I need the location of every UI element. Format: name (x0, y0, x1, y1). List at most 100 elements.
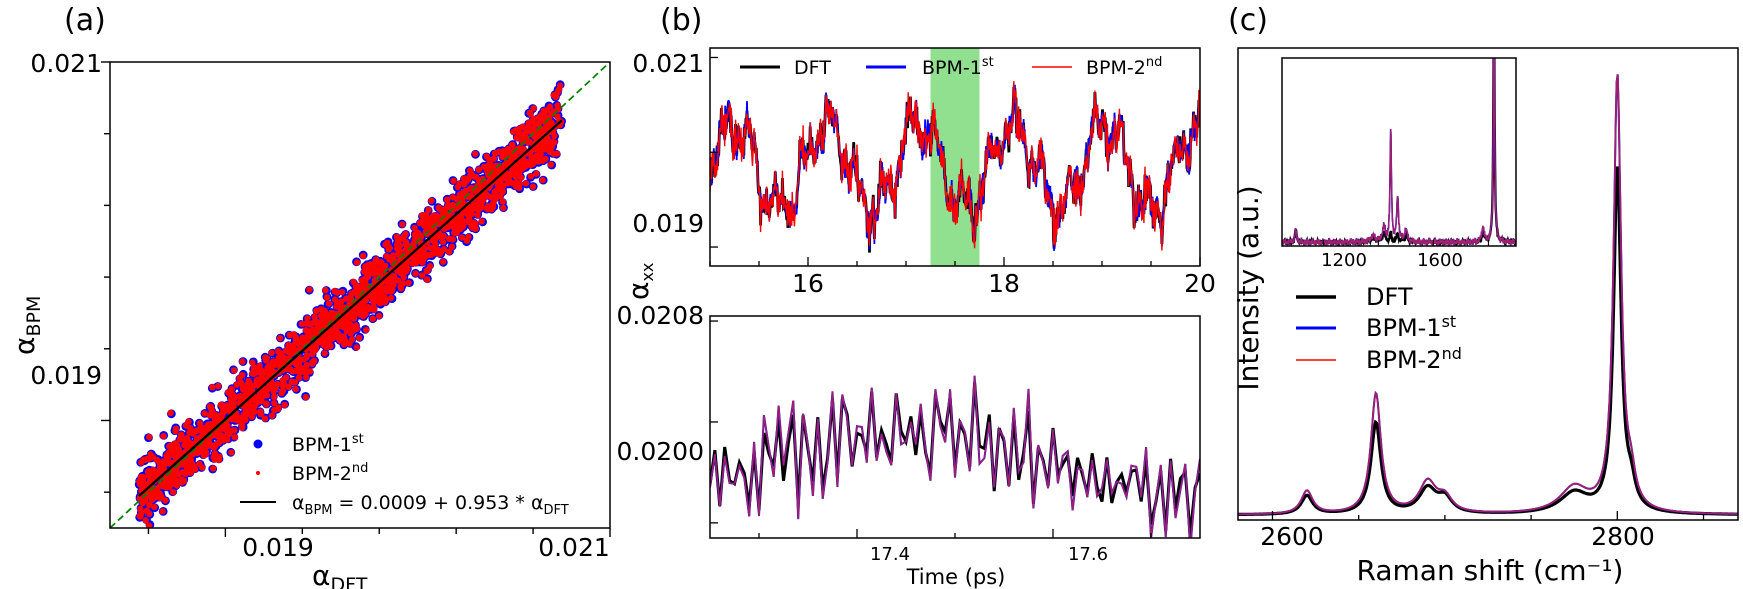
a-point-bpm2-1556 (156, 494, 164, 502)
a-point-bpm2-941 (257, 411, 264, 418)
a-point-bpm2-887 (159, 508, 166, 515)
panel-c-plot-area (1238, 74, 1738, 517)
a-point-bpm2-1378 (367, 261, 374, 268)
a-ytick-label-1: 0.021 (30, 49, 102, 78)
a-point-bpm2-1152 (419, 257, 427, 264)
a-point-bpm2-1425 (244, 381, 251, 388)
c-legend-bpm1: BPM-1st (1366, 312, 1456, 342)
b1-xtick-label-2: 20 (1184, 269, 1216, 298)
b2-ytick-label-1: 0.0208 (617, 301, 704, 330)
a-point-bpm2-1502 (394, 238, 402, 245)
a-point-bpm2-1075 (211, 450, 219, 457)
a-point-bpm2-1480 (239, 358, 246, 365)
a-point-bpm2-1395 (288, 350, 295, 357)
a-point-bpm2-407 (341, 341, 348, 348)
a-point-bpm2-85 (323, 294, 331, 301)
a-point-bpm2-1449 (335, 300, 342, 308)
a-point-bpm2-1575 (292, 385, 299, 393)
a-point-bpm2-1561 (340, 333, 347, 341)
a-legend-bpm1: BPM-1st (292, 432, 364, 456)
a-point-bpm2-1489 (401, 232, 408, 239)
a-point-bpm2-1332 (431, 238, 438, 246)
a-point-bpm2-310 (209, 384, 216, 391)
a-point-bpm2-1537 (504, 178, 512, 185)
a-point-bpm2-1391 (143, 507, 150, 514)
a-point-bpm2-1478 (530, 125, 537, 132)
a-point-bpm2-1143 (230, 397, 237, 404)
b2-xtick-label-1: 17.6 (1068, 544, 1108, 565)
panel-b-bottom-plot-area (710, 375, 1200, 538)
a-point-bpm2-987 (382, 296, 389, 303)
a-point-bpm2-845 (309, 360, 316, 367)
a-legend-marker-bpm2 (256, 471, 260, 475)
a-point-bpm2-1386 (371, 264, 378, 272)
a-point-bpm2-909 (146, 501, 153, 508)
a-point-bpm2-520 (359, 252, 367, 260)
a-point-bpm2-966 (162, 497, 169, 504)
panel-c-label: (c) (1228, 3, 1268, 38)
a-point-bpm2-1419 (137, 505, 144, 513)
a-point-bpm2-936 (427, 263, 434, 270)
a-point-bpm2-1129 (509, 141, 516, 148)
a-point-bpm2-410 (411, 224, 418, 232)
a-point-bpm2-1363 (477, 196, 485, 203)
a-point-bpm2-1467 (360, 302, 367, 309)
a-point-bpm2-313 (405, 279, 412, 286)
a-point-bpm2-1573 (512, 183, 520, 190)
inset-series-bpm2 (1282, 58, 1516, 246)
a-point-bpm2-900 (548, 143, 555, 151)
a-point-bpm2-1222 (160, 433, 167, 440)
a-point-bpm2-1560 (418, 212, 426, 219)
a-point-bpm2-1365 (402, 264, 409, 271)
a-point-bpm2-1470 (250, 370, 257, 378)
a-point-bpm2-1300 (378, 290, 385, 297)
a-point-bpm2-1325 (215, 456, 223, 464)
a-point-bpm2-668 (271, 393, 278, 400)
a-point-bpm2-1373 (275, 348, 282, 355)
a-point-bpm2-1008 (435, 220, 442, 227)
a-point-bpm2-315 (215, 382, 222, 390)
a-point-bpm2-1464 (336, 323, 343, 330)
a-point-bpm2-1032 (233, 381, 240, 388)
a-point-bpm2-1221 (312, 346, 319, 353)
inset-xtick-label-1: 1600 (1417, 250, 1463, 271)
b2-xtick-label-0: 17.4 (870, 544, 910, 565)
a-point-bpm2-1583 (320, 339, 327, 346)
a-point-bpm2-1508 (285, 383, 292, 390)
a-point-bpm2-1065 (302, 327, 310, 334)
a-point-bpm2-1450 (232, 416, 239, 423)
a-point-bpm2-672 (525, 123, 532, 131)
a-point-bpm2-1431 (325, 336, 332, 343)
a-point-bpm2-1314 (488, 194, 495, 201)
a-point-bpm2-970 (177, 432, 185, 439)
a-point-bpm2-1570 (260, 368, 268, 376)
a-point-bpm2-1536 (499, 148, 507, 155)
a-point-bpm2-1167 (304, 315, 311, 322)
a-point-bpm2-1161 (525, 139, 532, 146)
a-point-bpm2-1106 (151, 503, 158, 511)
a-point-bpm2-1103 (224, 429, 232, 437)
a-point-bpm2-1217 (394, 245, 401, 253)
a-point-bpm2-469 (263, 401, 270, 408)
panel-c: (c) 2600 2800 Raman shift (cm⁻¹) Intensi… (1228, 3, 1739, 587)
b1-ytick-label-0: 0.019 (632, 209, 704, 238)
panel-a: (a) 0.019 0.021 0.019 0.021 αDFT αBPM BP… (8, 3, 611, 589)
a-point-bpm2-1474 (555, 86, 563, 94)
a-point-bpm2-1562 (553, 150, 561, 157)
a-point-bpm2-1346 (327, 343, 334, 350)
a-point-bpm2-1510 (280, 357, 287, 364)
a-point-bpm2-660 (522, 180, 530, 187)
a-point-bpm2-1550 (169, 475, 176, 483)
a-point-bpm2-754 (428, 197, 435, 204)
a-point-bpm2-1599 (240, 411, 248, 418)
b-xaxis-label: Time (ps) (906, 565, 1006, 589)
a-point-bpm2-1446 (521, 162, 528, 170)
a-point-bpm2-1585 (327, 311, 334, 319)
a-point-bpm2-265 (419, 272, 426, 279)
a-point-bpm2-1545 (189, 460, 196, 468)
a-point-bpm2-1506 (527, 110, 534, 118)
b-highlight-window (930, 48, 980, 266)
b1-ytick-label-1: 0.021 (632, 49, 704, 78)
a-point-bpm2-580 (249, 359, 256, 366)
b2-ytick-label-0: 0.0200 (617, 437, 704, 466)
